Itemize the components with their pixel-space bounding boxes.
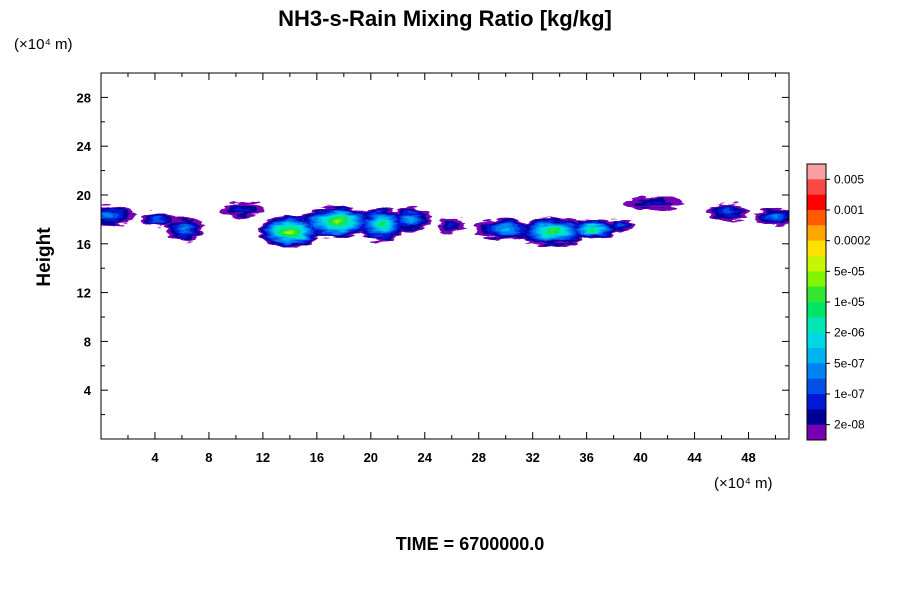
colorbar-swatch <box>807 394 826 410</box>
contour-region <box>549 230 557 234</box>
x-tick-label: 48 <box>741 450 755 465</box>
contour-region <box>180 226 189 232</box>
colorbar-label: 2e-08 <box>834 418 865 432</box>
x-tick-label: 4 <box>151 450 159 465</box>
x-tick-label: 16 <box>310 450 324 465</box>
y-tick-label: 4 <box>84 383 92 398</box>
y-tick-label: 16 <box>77 237 91 252</box>
colorbar-label: 5e-05 <box>834 264 865 278</box>
colorbar-label: 1e-07 <box>834 387 865 401</box>
contour-region <box>617 223 624 228</box>
colorbar-swatch <box>807 302 826 318</box>
contour-region <box>407 217 415 222</box>
colorbar-swatch <box>807 363 826 380</box>
colorbar-swatch <box>807 348 826 364</box>
y-tick-label: 24 <box>77 139 92 154</box>
contour-region <box>378 222 385 227</box>
colorbar-swatch <box>807 424 826 441</box>
colorbar-swatch <box>807 332 826 349</box>
contour-region <box>722 209 734 215</box>
x-tick-label: 12 <box>256 450 270 465</box>
colorbar-swatch <box>807 317 826 334</box>
y-tick-label: 12 <box>77 286 91 301</box>
x-tick-label: 44 <box>687 450 702 465</box>
colorbar: 0.005 0.001 0.0002 5e-05 1e-05 2e-06 5e-07 1e-0… <box>806 163 871 441</box>
y-axis-unit: (×10⁴ m) <box>14 36 73 53</box>
colorbar-swatch <box>807 179 826 196</box>
colorbar-swatch <box>807 240 826 257</box>
colorbar-swatch <box>807 409 826 426</box>
contour-region <box>102 213 114 218</box>
colorbar-swatch <box>807 194 826 211</box>
x-tick-label: 32 <box>525 450 539 465</box>
colorbar-swatch <box>807 164 826 180</box>
colorbar-label: 0.001 <box>834 203 864 217</box>
chart-title: NH3-s-Rain Mixing Ratio [kg/kg] <box>278 6 612 31</box>
contour-region <box>447 223 457 228</box>
y-axis-label: Height <box>34 227 55 287</box>
y-tick-label: 28 <box>77 90 91 105</box>
colorbar-label: 0.0002 <box>834 234 871 248</box>
contour-region <box>235 207 250 213</box>
contour-region <box>287 230 293 234</box>
colorbar-label: 1e-05 <box>834 295 865 309</box>
x-tick-label: 8 <box>205 450 212 465</box>
y-tick-label: 8 <box>84 334 91 349</box>
plot-frame <box>100 72 790 440</box>
x-tick-label: 36 <box>579 450 593 465</box>
colorbar-swatch <box>807 256 826 272</box>
contour-region <box>333 220 341 224</box>
colorbar-swatch <box>807 225 826 242</box>
contour-region <box>771 215 780 219</box>
colorbar-label: 0.005 <box>834 172 864 186</box>
contour-region <box>644 201 664 206</box>
colorbar-swatch <box>807 286 826 303</box>
x-tick-label: 24 <box>418 450 433 465</box>
cloud-band <box>101 197 789 248</box>
time-label: TIME = 6700000.0 <box>396 534 545 554</box>
colorbar-label: 5e-07 <box>834 356 865 370</box>
contour-region <box>153 217 163 222</box>
x-axis-unit: (×10⁴ m) <box>714 475 773 492</box>
contour-region <box>590 227 597 231</box>
x-tick-label: 40 <box>633 450 647 465</box>
colorbar-swatch <box>807 210 826 226</box>
x-tick-label: 28 <box>471 450 485 465</box>
contour-region <box>500 227 511 231</box>
x-tick-label: 20 <box>364 450 378 465</box>
colorbar-label: 2e-06 <box>834 326 865 340</box>
colorbar-swatch <box>807 378 826 395</box>
colorbar-swatch <box>807 271 826 288</box>
y-tick-label: 20 <box>77 188 91 203</box>
